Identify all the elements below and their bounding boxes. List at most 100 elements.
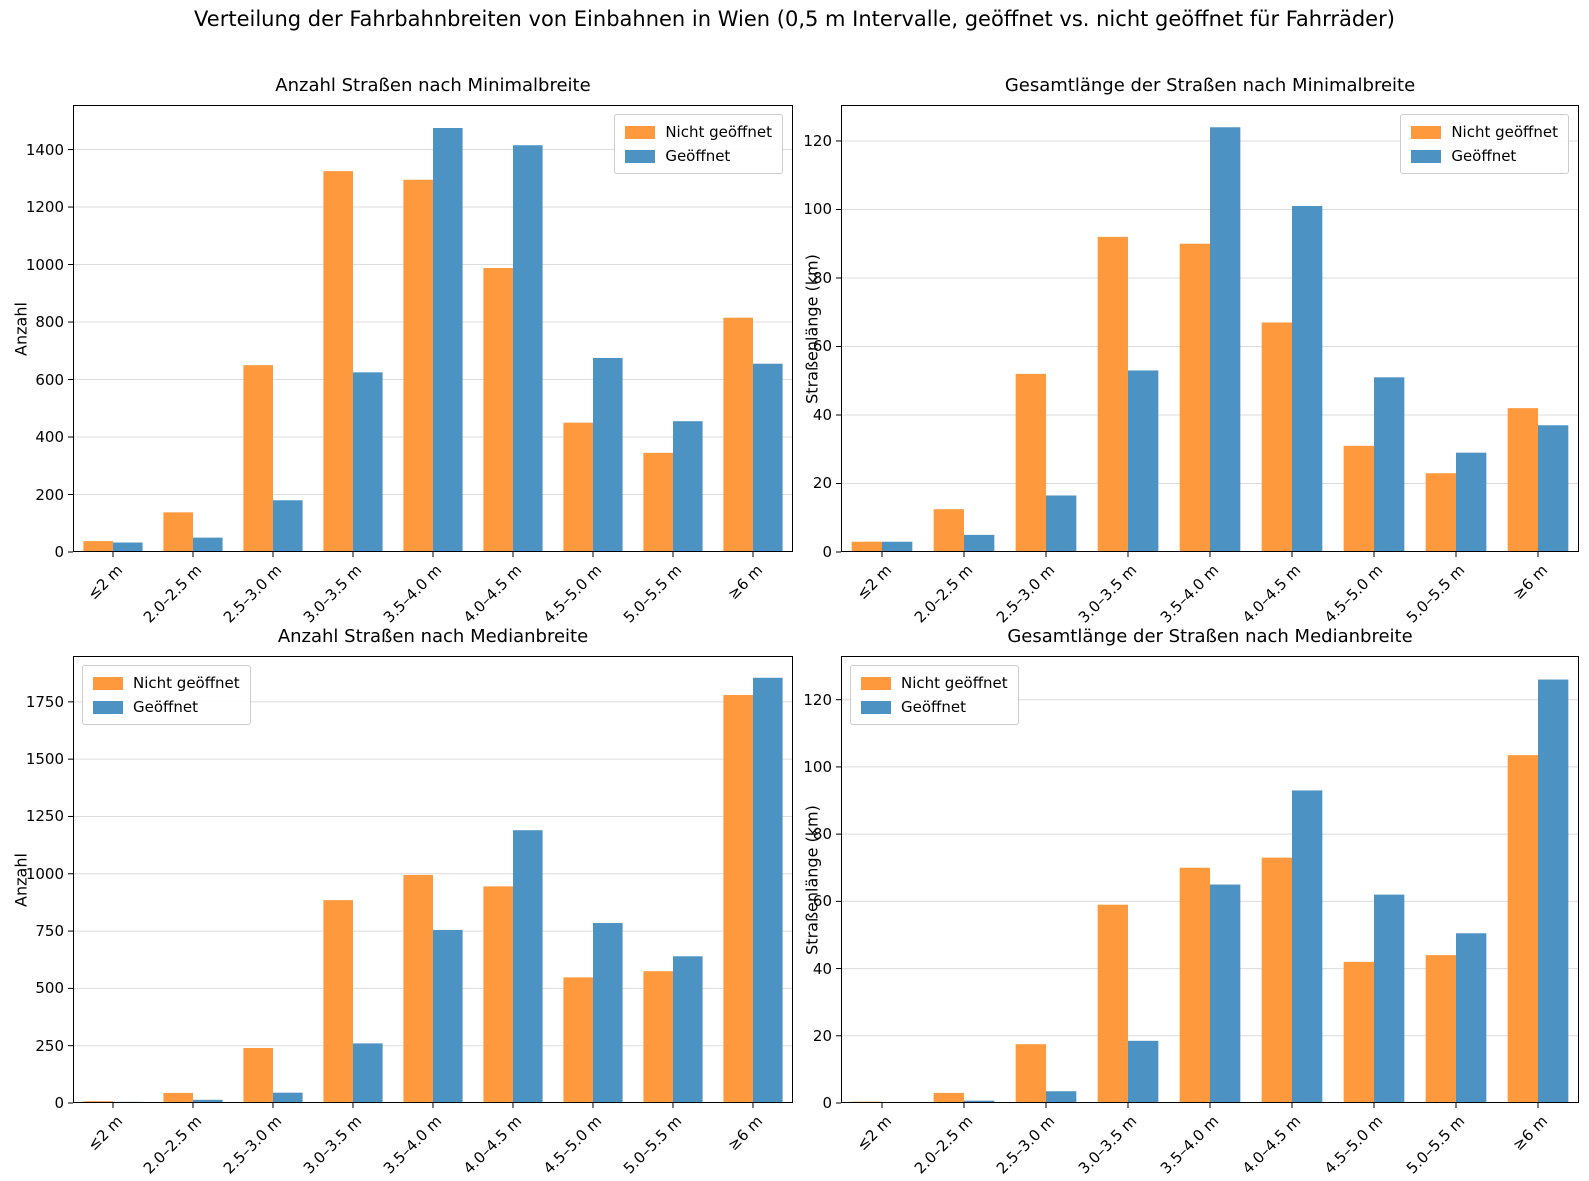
legend-item-nicht-geoeffnet: Nicht geöffnet <box>1411 123 1558 141</box>
x-axis-tick-label: 5.0–5.5 m <box>620 1112 686 1178</box>
plot-area <box>68 105 793 557</box>
x-axis-tick-label: 3.5–4.0 m <box>1157 561 1223 627</box>
bar-nicht-geoeffnet <box>163 1092 193 1103</box>
legend-label: Geöffnet <box>133 698 198 716</box>
bar-nicht-geoeffnet <box>1425 473 1456 552</box>
bar-nicht-geoeffnet <box>1097 236 1128 552</box>
x-axis-tick-label: 2.5–3.0 m <box>220 1112 286 1178</box>
legend-swatch-nicht-geoeffnet <box>861 676 891 690</box>
legend-item-geoeffnet: Geöffnet <box>861 698 1008 716</box>
bar-nicht-geoeffnet <box>643 452 673 552</box>
bar-geoeffnet <box>433 127 463 553</box>
x-axis-tick-label: 3.0–3.5 m <box>300 561 366 627</box>
y-axis-tick-label: 40 <box>812 959 832 978</box>
legend-label: Geöffnet <box>901 698 966 716</box>
x-axis-tick-label: 3.0–3.5 m <box>1075 561 1141 627</box>
chart-title: Gesamtlänge der Straßen nach Medianbreit… <box>1007 626 1413 647</box>
bar-nicht-geoeffnet <box>1507 408 1538 552</box>
bar-nicht-geoeffnet <box>1261 857 1292 1103</box>
legend-label: Geöffnet <box>1451 147 1517 165</box>
chart-anzahl-minimalbreite: Anzahl Straßen nach Minimalbreite Anzahl… <box>12 75 793 626</box>
bar-nicht-geoeffnet <box>851 541 882 552</box>
x-axis-tick-label: ≤2 m <box>852 561 895 604</box>
x-axis-tick-label: ≥6 m <box>723 561 766 604</box>
y-axis-tick-label: 60 <box>812 337 832 356</box>
plot-area <box>836 105 1579 557</box>
legend-label: Nicht geöffnet <box>901 674 1008 692</box>
bar-nicht-geoeffnet <box>1097 904 1128 1103</box>
legend: Nicht geöffnet Geöffnet <box>1400 114 1569 174</box>
legend-label: Nicht geöffnet <box>1451 123 1558 141</box>
y-axis-tick-label: 40 <box>812 405 832 424</box>
bar-nicht-geoeffnet <box>1179 867 1210 1103</box>
legend-item-nicht-geoeffnet: Nicht geöffnet <box>861 674 1008 692</box>
y-axis-tick-label: 500 <box>35 979 64 998</box>
bar-nicht-geoeffnet <box>83 541 113 552</box>
plot-area <box>68 656 793 1108</box>
bar-geoeffnet <box>1538 679 1569 1103</box>
x-axis-tick-label: ≤2 m <box>852 1112 895 1155</box>
y-axis-tick-label: 0 <box>54 1094 64 1112</box>
y-axis-tick-label: 1000 <box>25 864 64 883</box>
x-axis-tick-label: 4.0–4.5 m <box>1239 561 1305 627</box>
y-axis-label: Anzahl <box>11 301 31 356</box>
y-axis-tick-label: 1500 <box>25 750 64 769</box>
y-axis-tick-label: 120 <box>803 131 832 150</box>
x-axis-tick-label: 2.0–2.5 m <box>911 1112 977 1178</box>
y-axis-tick-label: 1200 <box>25 198 64 217</box>
y-axis-tick-label: 120 <box>803 690 832 709</box>
x-axis-tick-label: 4.5–5.0 m <box>1321 561 1387 627</box>
bar-geoeffnet <box>753 363 783 552</box>
legend-swatch-geoeffnet <box>93 700 123 714</box>
x-axis-tick-label: 4.0–4.5 m <box>460 1112 526 1178</box>
legend: Nicht geöffnet Geöffnet <box>850 665 1019 725</box>
y-axis-tick-label: 0 <box>822 1094 832 1112</box>
bar-nicht-geoeffnet <box>723 317 753 552</box>
x-axis-tick-label: 5.0–5.5 m <box>620 561 686 627</box>
legend-label: Nicht geöffnet <box>133 674 240 692</box>
bar-nicht-geoeffnet <box>1507 755 1538 1103</box>
x-axis-tick-label: 2.0–2.5 m <box>140 561 206 627</box>
bar-geoeffnet <box>593 357 623 552</box>
y-axis-tick-label: 20 <box>812 474 832 493</box>
bar-nicht-geoeffnet <box>1343 445 1374 552</box>
x-axis-tick-label: ≤2 m <box>83 1112 126 1155</box>
bar-geoeffnet <box>1128 1040 1159 1103</box>
bar-nicht-geoeffnet <box>723 694 753 1103</box>
bar-geoeffnet <box>593 923 623 1103</box>
x-axis-tick-label: 4.0–4.5 m <box>1239 1112 1305 1178</box>
legend-label: Nicht geöffnet <box>665 123 772 141</box>
bar-geoeffnet <box>964 534 995 552</box>
bar-nicht-geoeffnet <box>1261 322 1292 552</box>
legend-item-geoeffnet: Geöffnet <box>625 147 772 165</box>
x-axis-tick-label: ≥6 m <box>1508 1112 1551 1155</box>
bar-geoeffnet <box>1292 790 1323 1103</box>
legend-label: Geöffnet <box>665 147 731 165</box>
x-axis-tick-label: 2.5–3.0 m <box>993 561 1059 627</box>
axes-spines <box>841 656 1579 1103</box>
bar-nicht-geoeffnet <box>243 1047 273 1103</box>
axes-spines <box>73 105 793 552</box>
legend-swatch-geoeffnet <box>625 149 656 163</box>
bar-geoeffnet <box>1374 377 1405 552</box>
y-axis-tick-label: 100 <box>803 200 832 219</box>
x-axis-tick-label: ≤2 m <box>83 561 126 604</box>
bar-nicht-geoeffnet <box>403 179 433 552</box>
bar-geoeffnet <box>193 1099 223 1103</box>
bar-geoeffnet <box>1046 495 1077 552</box>
legend: Nicht geöffnet Geöffnet <box>614 114 783 174</box>
bar-geoeffnet <box>513 145 543 552</box>
legend-item-geoeffnet: Geöffnet <box>1411 147 1558 165</box>
bar-geoeffnet <box>1210 884 1241 1103</box>
y-axis-tick-label: 400 <box>35 428 64 447</box>
bar-geoeffnet <box>273 500 303 552</box>
bar-nicht-geoeffnet <box>1015 373 1046 552</box>
bar-nicht-geoeffnet <box>1343 961 1374 1103</box>
axes-spines <box>841 105 1579 552</box>
bar-nicht-geoeffnet <box>1015 1044 1046 1103</box>
x-axis-tick-label: 4.0–4.5 m <box>460 561 526 627</box>
x-axis-tick-label: 3.0–3.5 m <box>300 1112 366 1178</box>
x-axis-tick-label: ≥6 m <box>1508 561 1551 604</box>
bar-nicht-geoeffnet <box>933 1092 964 1103</box>
